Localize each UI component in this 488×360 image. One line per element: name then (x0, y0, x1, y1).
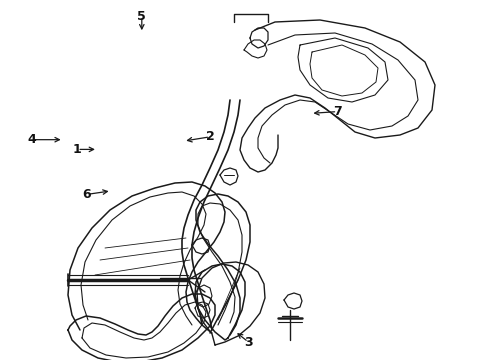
Text: 5: 5 (137, 10, 146, 23)
Text: 4: 4 (27, 133, 36, 146)
Text: 3: 3 (244, 336, 252, 348)
Text: 6: 6 (82, 188, 91, 201)
Text: 1: 1 (73, 143, 81, 156)
Text: 2: 2 (205, 130, 214, 143)
Text: 7: 7 (332, 105, 341, 118)
